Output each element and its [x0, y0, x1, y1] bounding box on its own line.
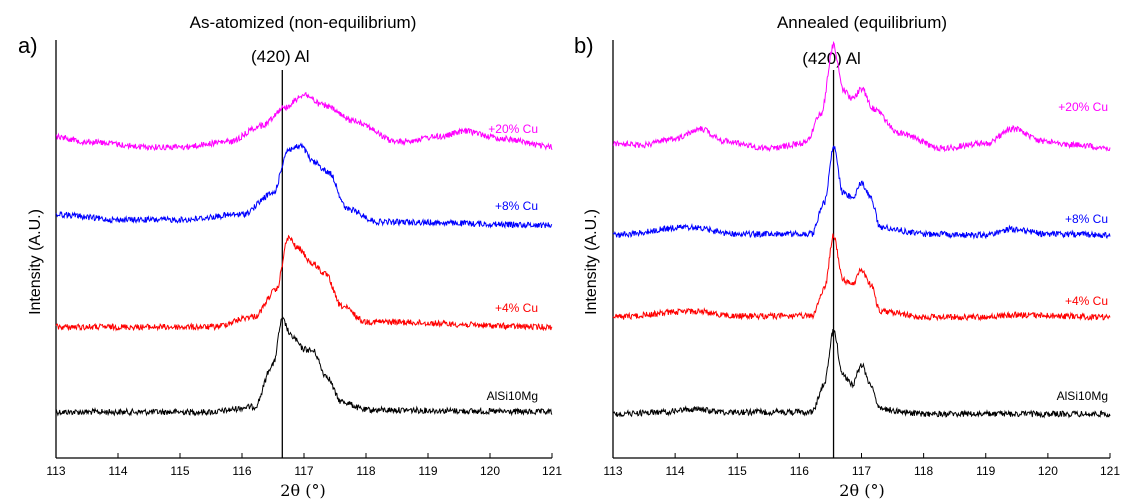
series-trace-alsi10mg: [612, 329, 1111, 419]
panel-a-plot-area: 113 114 115 116 117 118 119 120 121 AlSi10Mg +4% C…: [46, 40, 562, 478]
panel-a-x-axis-label: 2θ (°): [280, 481, 325, 500]
x-tick-label: 116: [232, 464, 251, 478]
panel-a-letter: a): [18, 33, 38, 58]
panel-b-letter: b): [574, 33, 594, 58]
x-tick-label: 121: [1100, 464, 1120, 478]
x-tick-label: 119: [976, 464, 995, 478]
x-tick-label: 114: [108, 464, 127, 478]
x-tick-label: 121: [542, 464, 562, 478]
series-trace--20-cu: [55, 91, 553, 152]
panel-b-title: Annealed (equilibrium): [777, 13, 947, 32]
series-label: +8% Cu: [495, 199, 538, 213]
panel-b-reference-label: (420) Al: [802, 49, 861, 68]
series-label: +20% Cu: [1058, 100, 1108, 114]
x-tick-label: 120: [480, 464, 500, 478]
series-label: AlSi10Mg: [1057, 389, 1108, 403]
x-tick-label: 117: [294, 464, 313, 478]
series-label: +4% Cu: [495, 301, 538, 315]
x-tick-label: 115: [170, 464, 189, 478]
series-trace--8-cu: [612, 145, 1111, 240]
series-label: AlSi10Mg: [487, 389, 538, 403]
series-trace-alsi10mg: [55, 316, 553, 417]
x-tick-label: 115: [728, 464, 747, 478]
panel-a-y-axis-label: Intensity (A.U.): [27, 209, 44, 315]
series-label: +20% Cu: [488, 122, 538, 136]
panel-a-title: As-atomized (non-equilibrium): [190, 13, 417, 32]
panel-a-reference-label: (420) Al: [251, 47, 310, 66]
panel-b-x-axis-label: 2θ (°): [839, 481, 884, 500]
x-tick-label: 119: [418, 464, 437, 478]
panel-b-plot-area: 113 114 115 116 117 118 119 120 121 AlSi10Mg +4% C…: [603, 40, 1120, 478]
x-tick-label: 114: [666, 464, 685, 478]
x-tick-label: 118: [356, 464, 375, 478]
x-tick-label: 113: [603, 464, 622, 478]
series-trace--20-cu: [612, 40, 1111, 153]
series-trace--4-cu: [612, 233, 1111, 322]
panel-b: Annealed (equilibrium) b) Intensity (A.U…: [574, 13, 1120, 500]
panel-a: As-atomized (non-equilibrium) a) Intensi…: [18, 13, 562, 500]
series-trace--4-cu: [55, 234, 553, 332]
x-tick-label: 118: [914, 464, 933, 478]
series-label: +4% Cu: [1065, 294, 1108, 308]
x-tick-label: 116: [790, 464, 809, 478]
series-label: +8% Cu: [1065, 212, 1108, 226]
x-tick-label: 113: [46, 464, 65, 478]
panel-b-y-axis-label: Intensity (A.U.): [583, 209, 600, 315]
series-trace--8-cu: [55, 142, 553, 230]
x-tick-label: 117: [852, 464, 871, 478]
x-tick-label: 120: [1038, 464, 1058, 478]
